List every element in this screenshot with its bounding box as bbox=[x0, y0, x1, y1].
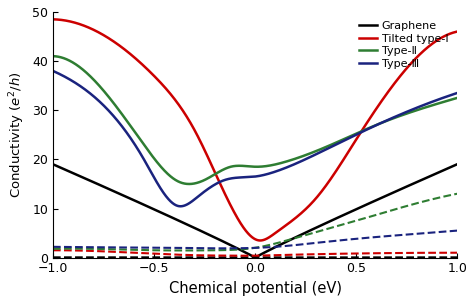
Y-axis label: Conductivity ($e^2/h$): Conductivity ($e^2/h$) bbox=[7, 72, 27, 198]
Type-Ⅲ bbox=[369, 126, 374, 129]
Graphene bbox=[454, 162, 460, 166]
Line: Tilted type-Ⅰ: Tilted type-Ⅰ bbox=[53, 19, 457, 241]
Type-Ⅲ bbox=[178, 205, 183, 208]
Graphene bbox=[50, 162, 56, 166]
Tilted type-Ⅰ bbox=[236, 218, 242, 222]
Type-Ⅱ bbox=[186, 182, 192, 186]
Type-Ⅲ bbox=[247, 175, 253, 179]
Type-Ⅱ bbox=[236, 164, 242, 168]
Type-Ⅲ bbox=[71, 80, 76, 84]
Line: Type-Ⅲ: Type-Ⅲ bbox=[53, 71, 457, 206]
Type-Ⅱ bbox=[454, 96, 460, 100]
Tilted type-Ⅰ bbox=[71, 21, 76, 24]
Graphene bbox=[71, 171, 76, 175]
Type-Ⅲ bbox=[236, 176, 242, 179]
Tilted type-Ⅰ bbox=[257, 239, 263, 242]
Graphene bbox=[252, 256, 258, 259]
Tilted type-Ⅰ bbox=[246, 233, 252, 237]
Type-Ⅲ bbox=[50, 69, 56, 73]
Type-Ⅲ bbox=[454, 91, 460, 95]
Type-Ⅲ bbox=[443, 95, 448, 99]
Graphene bbox=[236, 247, 242, 251]
Line: Graphene: Graphene bbox=[53, 164, 457, 258]
Type-Ⅱ bbox=[71, 61, 76, 65]
Tilted type-Ⅰ bbox=[443, 34, 448, 37]
Type-Ⅱ bbox=[369, 125, 374, 129]
Line: Type-Ⅱ: Type-Ⅱ bbox=[53, 56, 457, 184]
Type-Ⅱ bbox=[247, 165, 253, 168]
Tilted type-Ⅰ bbox=[369, 114, 374, 118]
Graphene bbox=[246, 253, 252, 256]
Type-Ⅱ bbox=[443, 99, 448, 103]
Legend: Graphene, Tilted type-Ⅰ, Type-Ⅱ, Type-Ⅲ: Graphene, Tilted type-Ⅰ, Type-Ⅱ, Type-Ⅲ bbox=[356, 18, 452, 72]
X-axis label: Chemical potential (eV): Chemical potential (eV) bbox=[169, 281, 342, 296]
Graphene bbox=[443, 168, 448, 171]
Type-Ⅱ bbox=[443, 100, 448, 103]
Tilted type-Ⅰ bbox=[454, 30, 460, 33]
Tilted type-Ⅰ bbox=[443, 34, 448, 38]
Type-Ⅱ bbox=[50, 54, 56, 58]
Graphene bbox=[369, 201, 374, 204]
Tilted type-Ⅰ bbox=[50, 18, 56, 21]
Graphene bbox=[443, 168, 448, 171]
Type-Ⅲ bbox=[443, 95, 448, 99]
